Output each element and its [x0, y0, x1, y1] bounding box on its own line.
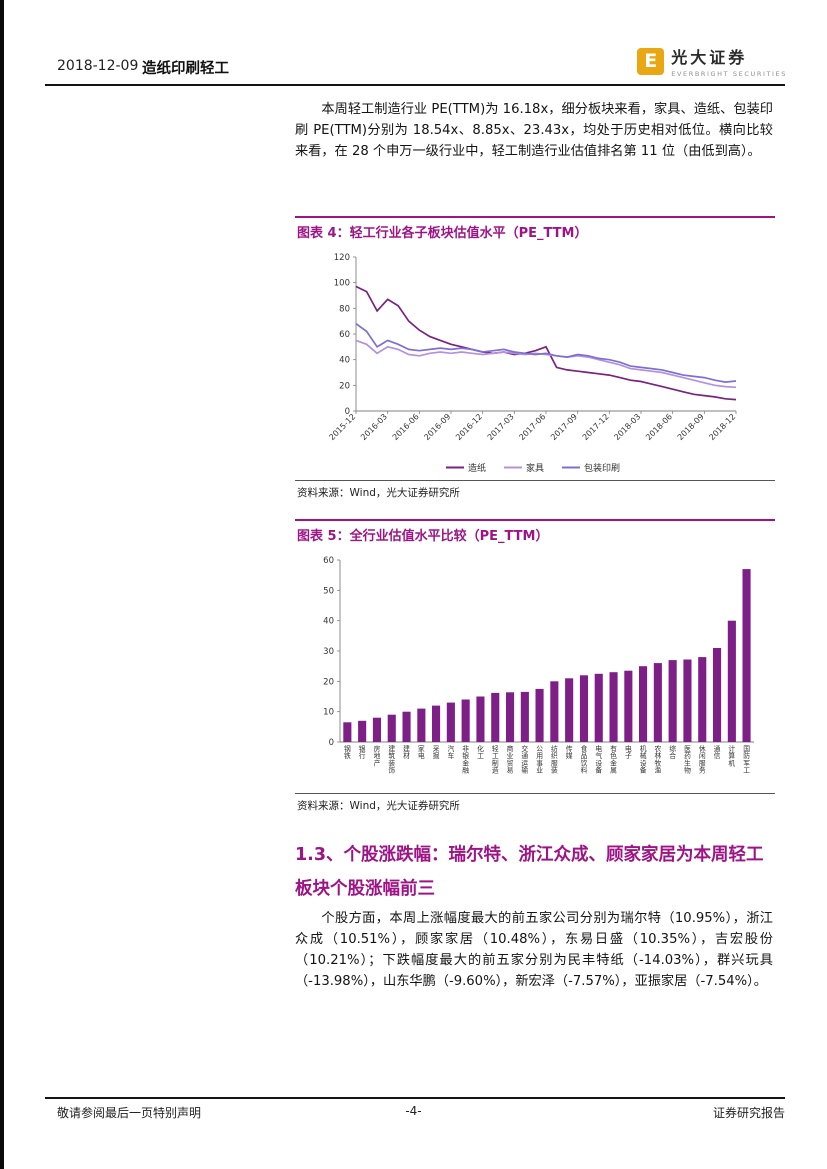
svg-text:家电: 家电 [418, 744, 425, 760]
page-edge-bar [0, 0, 4, 1169]
svg-text:2016-12: 2016-12 [454, 412, 484, 442]
report-title: 造纸印刷轻工 [142, 61, 229, 77]
stock-moves-paragraph: 个股方面，本周上涨幅度最大的前五家公司分别为瑞尔特（10.95%），浙江众成（1… [295, 911, 773, 989]
svg-text:电子: 电子 [625, 744, 632, 760]
svg-text:100: 100 [334, 279, 350, 289]
figure-4: 图表 4：轻工行业各子板块估值水平（PE_TTM） 0 20 40 60 80 100 12… [295, 216, 775, 500]
figure-5-source: 资料来源：Wind，光大证券研究所 [295, 793, 775, 813]
svg-text:120: 120 [334, 253, 350, 263]
svg-text:30: 30 [323, 647, 334, 657]
svg-text:轻工制造: 轻工制造 [492, 744, 499, 775]
brand-name: 光大证券 [671, 48, 748, 67]
figure-4-title: 图表 4：轻工行业各子板块估值水平（PE_TTM） [295, 216, 775, 243]
brand-logo: E 光大证券 EVERBRIGHT SECURITIES [637, 44, 787, 78]
svg-text:建筑装饰: 建筑装饰 [388, 744, 395, 775]
svg-text:有色金属: 有色金属 [610, 744, 617, 775]
brand-logo-text: 光大证券 EVERBRIGHT SECURITIES [671, 44, 787, 78]
svg-text:2016-09: 2016-09 [422, 412, 452, 442]
svg-text:食品饮料: 食品饮料 [581, 744, 588, 775]
svg-text:2018-09: 2018-09 [676, 412, 706, 442]
svg-text:钢铁: 钢铁 [344, 744, 351, 760]
svg-text:2018-06: 2018-06 [644, 412, 674, 442]
svg-text:20: 20 [323, 677, 334, 687]
svg-text:非银金融: 非银金融 [462, 744, 469, 775]
figure-5-title: 图表 5：全行业估值水平比较（PE_TTM） [295, 519, 775, 546]
svg-text:60: 60 [323, 556, 334, 566]
svg-text:2015-12: 2015-12 [327, 412, 357, 442]
svg-text:20: 20 [339, 381, 350, 391]
svg-text:休闲服务: 休闲服务 [699, 744, 706, 775]
svg-text:2016-06: 2016-06 [391, 412, 421, 442]
svg-text:纺织服装: 纺织服装 [551, 744, 558, 775]
svg-text:2018-12: 2018-12 [707, 412, 737, 442]
svg-text:10: 10 [323, 708, 334, 718]
valuation-paragraph: 本周轻工制造行业 PE(TTM)为 16.18x，细分板块来看，家具、造纸、包装… [295, 102, 773, 159]
svg-text:50: 50 [323, 586, 334, 596]
svg-text:通信: 通信 [714, 744, 721, 760]
svg-text:综合: 综合 [669, 744, 676, 760]
footer-divider [45, 1097, 785, 1099]
svg-text:汽车: 汽车 [448, 744, 455, 760]
svg-text:商业贸易: 商业贸易 [507, 744, 514, 775]
svg-text:医药生物: 医药生物 [684, 745, 691, 775]
svg-text:交通运输: 交通运输 [521, 744, 528, 775]
page-number: -4- [405, 1104, 422, 1118]
svg-text:40: 40 [339, 356, 350, 366]
svg-text:2017-03: 2017-03 [486, 412, 516, 442]
svg-text:2018-03: 2018-03 [612, 412, 642, 442]
footer-report-type: 证券研究报告 [712, 1106, 785, 1120]
header-divider [45, 84, 785, 86]
svg-text:60: 60 [339, 330, 350, 340]
brand-subtitle: EVERBRIGHT SECURITIES [671, 70, 787, 78]
footer-disclaimer: 敬请参阅最后一页特别声明 [57, 1106, 202, 1120]
svg-text:银行: 银行 [359, 744, 366, 760]
svg-text:机械设备: 机械设备 [640, 744, 647, 775]
brand-logo-icon: E [637, 47, 665, 75]
svg-text:化工: 化工 [477, 744, 484, 760]
svg-text:国防军工: 国防军工 [743, 745, 750, 775]
svg-text:公用事业: 公用事业 [536, 745, 543, 775]
svg-text:40: 40 [323, 617, 334, 627]
figure-5: 图表 5：全行业估值水平比较（PE_TTM） 0 10 20 30 40 50 60 钢铁 银行… [295, 519, 775, 813]
section-1-3-heading: 1.3、个股涨跌幅：瑞尔特、浙江众成、顾家家居为本周轻工板块个股涨幅前三 [295, 845, 764, 899]
svg-text:造纸: 造纸 [468, 462, 486, 474]
svg-text:0: 0 [329, 738, 334, 748]
svg-text:80: 80 [339, 304, 350, 314]
svg-text:2017-09: 2017-09 [549, 412, 579, 442]
svg-text:建材: 建材 [403, 744, 410, 760]
svg-text:家具: 家具 [526, 462, 544, 474]
svg-text:电气设备: 电气设备 [595, 744, 602, 775]
svg-text:包装印刷: 包装印刷 [584, 462, 620, 474]
report-date: 2018-12-09 [57, 58, 139, 74]
svg-text:农林牧渔: 农林牧渔 [655, 744, 662, 775]
svg-text:传媒: 传媒 [566, 744, 573, 760]
svg-text:2017-06: 2017-06 [517, 412, 547, 442]
svg-text:采掘: 采掘 [433, 744, 440, 760]
svg-text:2016-03: 2016-03 [359, 412, 389, 442]
svg-text:2017-12: 2017-12 [581, 412, 611, 442]
svg-text:计算机: 计算机 [728, 744, 735, 767]
svg-text:房地产: 房地产 [374, 744, 381, 767]
figure-4-source: 资料来源：Wind，光大证券研究所 [295, 480, 775, 500]
svg-text:0: 0 [345, 407, 350, 417]
